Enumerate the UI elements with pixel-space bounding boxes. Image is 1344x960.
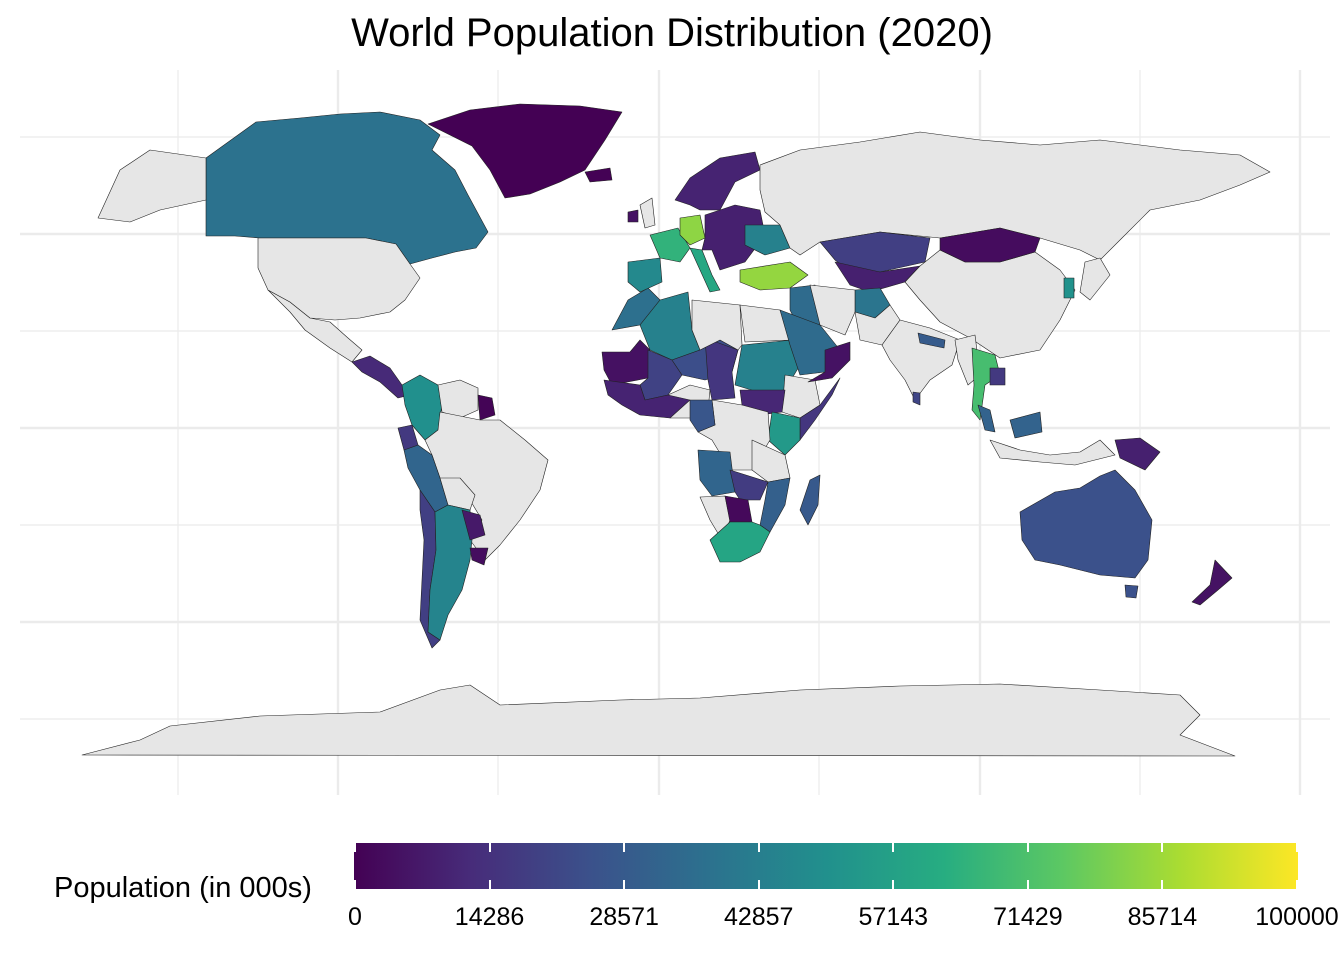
legend-tick-mark xyxy=(757,880,760,889)
legend-tick-mark xyxy=(1161,880,1164,889)
region-morocco xyxy=(611,287,661,331)
region-ireland xyxy=(627,209,639,223)
region-scandinavia xyxy=(674,151,761,211)
region-india xyxy=(881,319,961,401)
legend-tick-mark xyxy=(1161,843,1164,852)
region-thailand xyxy=(971,347,1001,421)
legend-tick-mark xyxy=(892,843,895,852)
region-cambodia xyxy=(989,367,1006,386)
map-title: World Population Distribution (2020) xyxy=(351,11,993,55)
region-russia xyxy=(759,131,1271,261)
region-libya xyxy=(691,299,743,351)
legend-tick-mark xyxy=(1296,843,1298,852)
region-bolivia xyxy=(439,477,476,511)
legend-tick-label: 85714 xyxy=(1127,903,1198,931)
region-uk xyxy=(639,197,656,229)
region-france xyxy=(649,227,691,263)
region-paraguay xyxy=(461,509,486,541)
region-japan xyxy=(1079,257,1111,301)
legend-tick-label: 57143 xyxy=(858,903,929,931)
legend-tick-mark xyxy=(757,843,760,852)
region-sri-lanka xyxy=(912,391,921,406)
legend-colorbar xyxy=(354,843,1298,889)
region-png xyxy=(1114,437,1161,471)
legend-tick-mark xyxy=(1026,843,1029,852)
region-guyana xyxy=(477,394,496,421)
region-eastern-europe xyxy=(701,204,766,271)
region-iceland xyxy=(584,167,613,183)
region-antarctica xyxy=(81,683,1236,757)
region-iran xyxy=(809,284,856,336)
region-germany xyxy=(679,214,706,246)
region-angola xyxy=(697,449,736,497)
legend-tick-label: 28571 xyxy=(589,903,659,931)
legend-tick-label: 71429 xyxy=(993,903,1063,931)
legend-tick-mark xyxy=(354,843,356,852)
legend-tick-mark xyxy=(623,843,626,852)
region-ecuador xyxy=(397,424,419,451)
region-greenland xyxy=(427,103,623,199)
legend-tick-mark xyxy=(623,880,626,889)
region-usa xyxy=(97,149,421,321)
legend-tick-label: 0 xyxy=(348,903,362,931)
region-mauritania xyxy=(601,339,651,386)
legend-tick-label: 100000 xyxy=(1255,903,1339,931)
region-mongolia xyxy=(939,227,1041,263)
region-tasmania xyxy=(1124,584,1139,599)
region-cameroon xyxy=(689,399,716,433)
region-nepal xyxy=(917,332,946,349)
region-uruguay xyxy=(469,547,489,566)
legend-tick-label: 42857 xyxy=(723,903,794,931)
region-indonesia xyxy=(989,439,1116,466)
legend-tick-mark xyxy=(1026,880,1029,889)
legend-tick-mark xyxy=(1296,880,1298,889)
legend-tick-mark xyxy=(488,843,491,852)
region-madagascar xyxy=(799,474,821,526)
region-turkey xyxy=(739,261,809,291)
region-kenya xyxy=(767,411,801,456)
region-venezuela xyxy=(437,379,479,419)
region-south-korea xyxy=(1063,277,1075,299)
region-australia xyxy=(1019,469,1153,579)
region-west-africa xyxy=(603,379,691,419)
region-ukraine xyxy=(744,224,791,256)
region-south-africa xyxy=(709,521,771,563)
region-new-zealand xyxy=(1191,559,1233,606)
region-oman-yemen xyxy=(807,341,851,383)
region-kazakhstan xyxy=(819,231,931,273)
region-malaysia xyxy=(977,404,1043,439)
region-argentina xyxy=(427,504,473,641)
legend-tick-mark xyxy=(892,880,895,889)
legend-title: Population (in 000s) xyxy=(54,872,312,904)
region-iberia xyxy=(627,257,663,293)
legend-tick-label: 14286 xyxy=(454,903,525,931)
region-zambia xyxy=(729,469,769,501)
legend-tick-mark xyxy=(354,880,356,889)
region-central-america xyxy=(351,355,411,399)
legend-tick-mark xyxy=(488,880,491,889)
world-map xyxy=(20,70,1330,795)
region-botswana xyxy=(724,495,753,523)
